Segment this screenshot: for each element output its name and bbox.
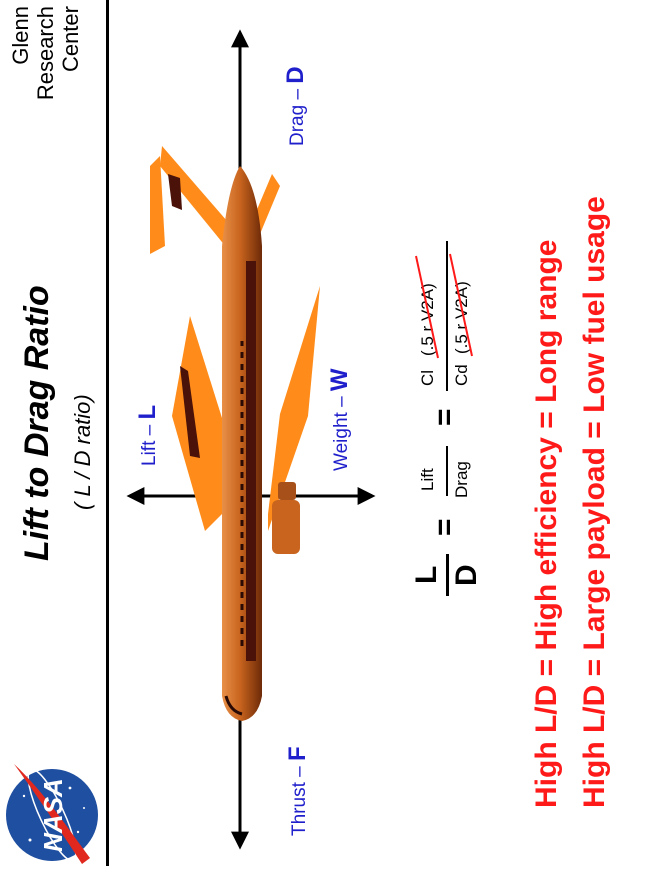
- cancel-stroke-den: [449, 253, 473, 357]
- page-title: Lift to Drag Ratio: [18, 285, 56, 561]
- aircraft-wing-lower: [268, 286, 320, 531]
- aircraft-stabilizer-upper: [160, 146, 240, 258]
- statement-1-eq-a: =: [530, 658, 563, 677]
- weight-label: Weight – W: [326, 368, 353, 471]
- eq-l: L: [410, 565, 443, 584]
- statement-1: High L/D = High efficiency = Long range: [530, 240, 564, 808]
- logo-wordmark: NASA: [38, 778, 68, 852]
- aircraft-diagram: [126, 29, 376, 850]
- statement-1-middle: High efficiency: [530, 437, 563, 651]
- eq-lift-word: Lift: [418, 468, 437, 491]
- lift-symbol: L: [134, 404, 161, 420]
- eq-ld-bar: [446, 554, 449, 596]
- thrust-word: Thrust: [289, 782, 310, 836]
- drag-word: Drag: [287, 104, 308, 146]
- aircraft-fin-stripe: [168, 174, 182, 210]
- logo-vector: [14, 764, 90, 864]
- lift-word: Lift: [139, 440, 160, 466]
- thrust-label: Thrust – F: [284, 746, 311, 836]
- statement-2: High L/D = Large payload = Low fuel usag…: [578, 196, 612, 808]
- weight-word: Weight: [331, 412, 352, 471]
- eq-equals-1: =: [428, 518, 461, 536]
- statement-2-eq-b: =: [578, 421, 611, 439]
- title-divider: [106, 0, 109, 866]
- statement-1-left: High L/D: [530, 684, 563, 808]
- aircraft-engine: [272, 500, 300, 554]
- aircraft-stripe: [246, 261, 256, 661]
- statement-1-right: Long range: [530, 239, 563, 403]
- eq-equals-2: =: [428, 408, 461, 426]
- logo-stars: [22, 786, 85, 849]
- eq-cl: Cl: [418, 369, 437, 386]
- nasa-logo: NASA: [6, 764, 98, 864]
- aircraft-cockpit: [224, 695, 243, 716]
- cancel-stroke-num: [415, 255, 439, 359]
- statement-2-eq-a: =: [578, 658, 611, 677]
- lift-label: Lift – L: [134, 404, 161, 466]
- eq-d: D: [450, 564, 483, 586]
- eq-cancel-strokes: [415, 253, 473, 359]
- eq-drag-word: Drag: [452, 461, 471, 498]
- aircraft-wing-stripe: [180, 366, 200, 458]
- statement-2-right: Low fuel usage: [578, 196, 611, 413]
- drag-label: Drag – D: [282, 66, 309, 146]
- thrust-symbol: F: [284, 746, 311, 762]
- aircraft-engine-nozzle: [278, 482, 296, 500]
- eq-word-bar: [446, 446, 448, 496]
- statement-1-eq-b: =: [530, 411, 563, 429]
- statement-2-middle: Large payload: [578, 447, 611, 651]
- aircraft-wing-upper: [172, 316, 222, 531]
- drag-symbol: D: [282, 66, 309, 84]
- aircraft-vertical-fin: [150, 156, 165, 254]
- page-subtitle: ( L / D ratio): [70, 394, 95, 510]
- statement-2-left: High L/D: [578, 684, 611, 808]
- eq-cd: Cd: [452, 364, 471, 386]
- logo-orbit: [27, 768, 77, 862]
- center-name: Glenn Research Center: [8, 6, 83, 101]
- weight-symbol: W: [326, 368, 353, 392]
